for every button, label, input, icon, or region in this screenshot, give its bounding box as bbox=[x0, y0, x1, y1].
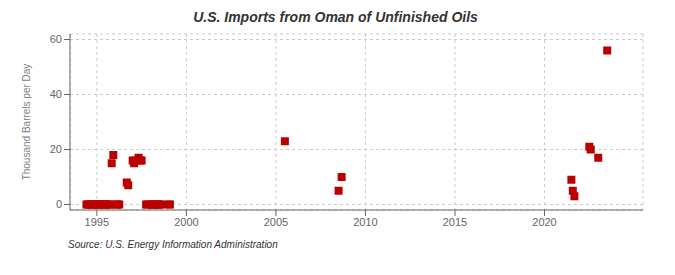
svg-text:2005: 2005 bbox=[264, 216, 288, 228]
svg-text:60: 60 bbox=[50, 33, 62, 45]
svg-text:2015: 2015 bbox=[443, 216, 467, 228]
svg-text:0: 0 bbox=[56, 198, 62, 210]
html-text:U.S. Imports from Oman of Unfi: U.S. Imports from Oman of Unfinished Oil… bbox=[193, 9, 478, 25]
svg-text:40: 40 bbox=[50, 88, 62, 100]
svg-text:1995: 1995 bbox=[85, 216, 109, 228]
svg-text:2000: 2000 bbox=[174, 216, 198, 228]
svg-text:2020: 2020 bbox=[532, 216, 556, 228]
svg-text:Thousand Barrels per Day: Thousand Barrels per Day bbox=[21, 64, 32, 181]
html-text:Source: U.S. Energy Informatio: Source: U.S. Energy Information Administ… bbox=[68, 239, 278, 250]
svg-text:2010: 2010 bbox=[353, 216, 377, 228]
svg-text:20: 20 bbox=[50, 143, 62, 155]
